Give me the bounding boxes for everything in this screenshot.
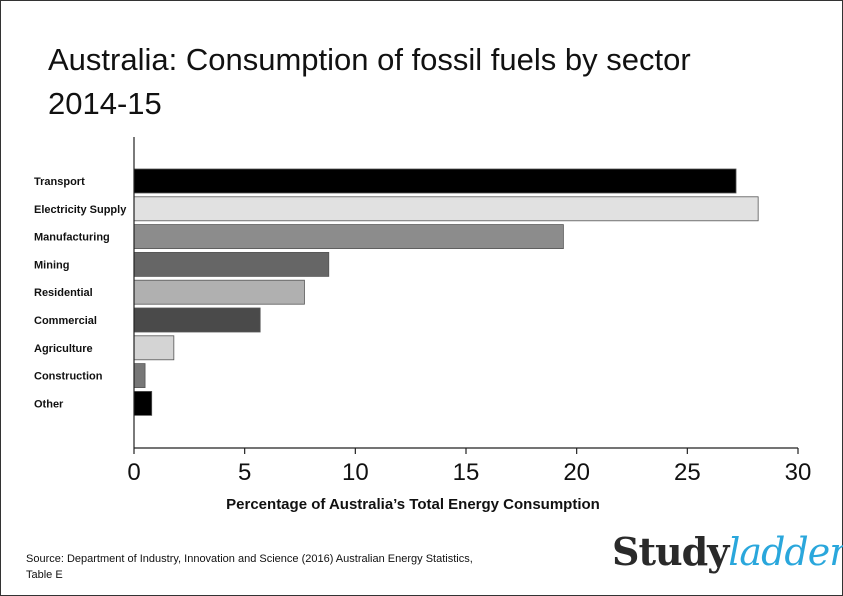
bar-electricity-supply (133, 196, 759, 222)
bar-agriculture (133, 335, 175, 361)
bar-transport (133, 168, 737, 194)
category-label: Residential (34, 287, 93, 299)
x-tick-label: 20 (563, 459, 590, 486)
x-tick-label: 0 (127, 459, 140, 486)
category-label: Mining (34, 259, 69, 271)
source-line2: Table E (26, 569, 63, 581)
bar-manufacturing (133, 224, 564, 250)
category-label: Manufacturing (34, 232, 110, 244)
bar-commercial (133, 307, 261, 333)
studyladder-logo: Studyladder (612, 528, 843, 577)
category-label: Transport (34, 176, 85, 188)
chart-title: Australia: Consumption of fossil fuels b… (48, 38, 808, 126)
x-tick-label: 30 (785, 459, 812, 486)
x-tick-label: 15 (453, 459, 480, 486)
x-axis-label: Percentage of Australia’s Total Energy C… (226, 496, 600, 513)
bar-other (133, 390, 153, 416)
bar-mining (133, 251, 330, 277)
x-tick-label: 25 (674, 459, 701, 486)
logo-part1: Study (612, 529, 729, 574)
category-label: Construction (34, 371, 103, 383)
source-line1: Source: Department of Industry, Innovati… (26, 553, 473, 565)
category-label: Agriculture (34, 343, 93, 355)
bar-residential (133, 279, 305, 305)
chart-title-line2: 2014-15 (48, 86, 162, 121)
category-label: Electricity Supply (34, 204, 127, 216)
source-note: Source: Department of Industry, Innovati… (26, 551, 506, 583)
logo-part2: ladder (728, 530, 843, 574)
x-tick-label: 5 (238, 459, 251, 486)
category-label: Commercial (34, 315, 97, 327)
chart-title-line1: Australia: Consumption of fossil fuels b… (48, 42, 691, 77)
x-tick-label: 10 (342, 459, 369, 486)
bar-construction (133, 363, 146, 389)
category-label: Other (34, 398, 64, 410)
